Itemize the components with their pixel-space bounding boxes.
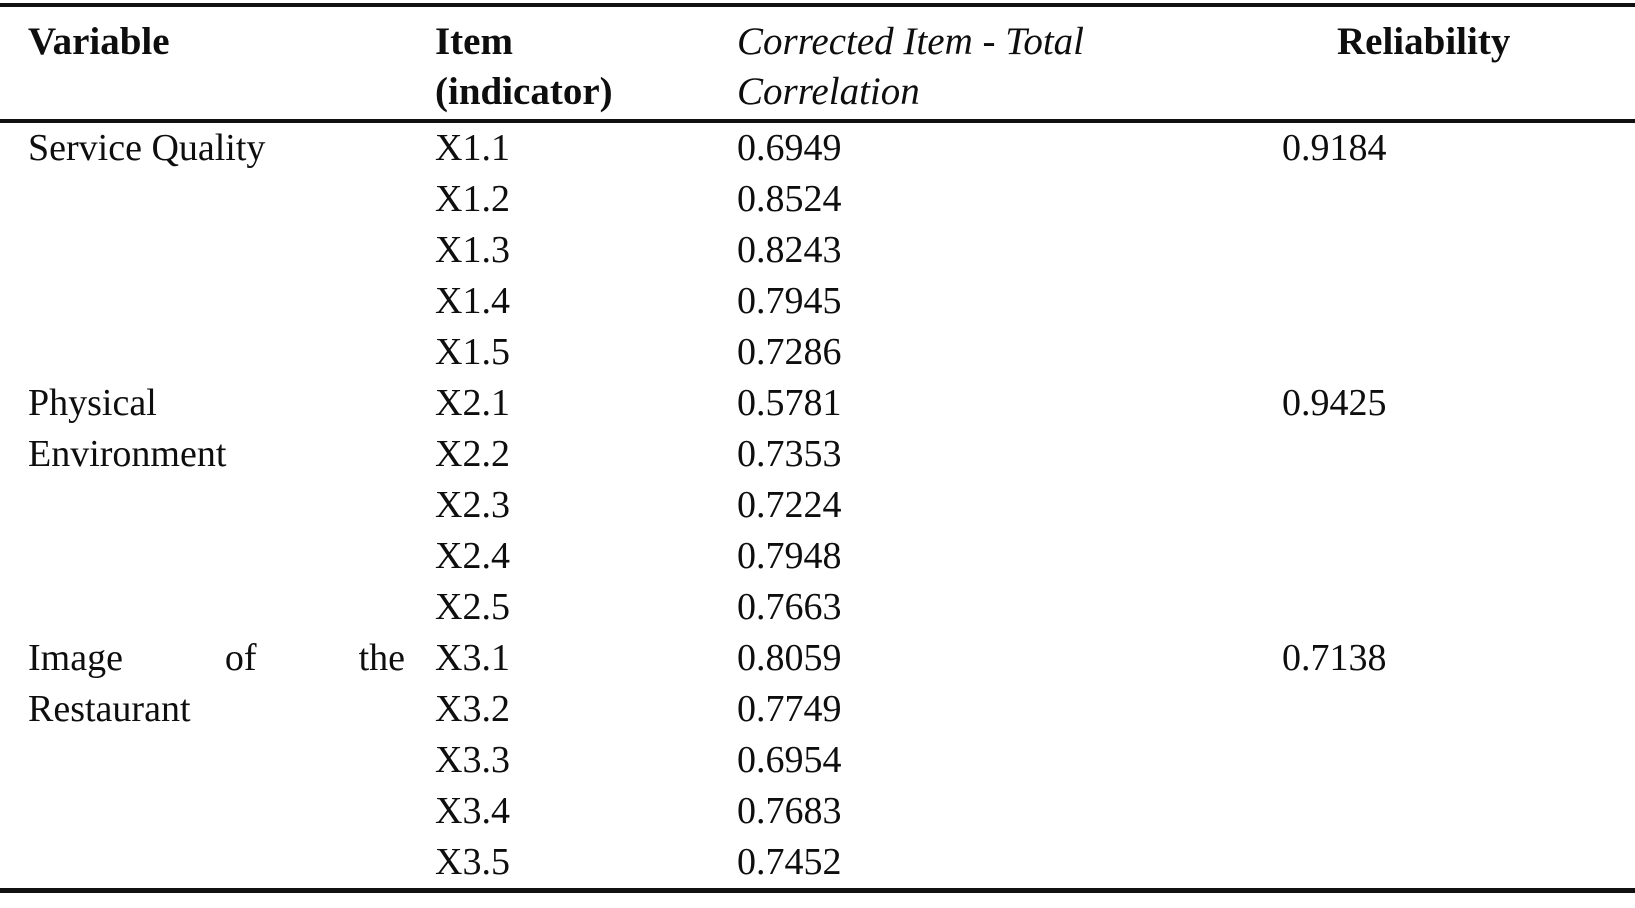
item-cell: X2.3 bbox=[435, 484, 510, 526]
variable-cell bbox=[0, 327, 435, 378]
citc-cell: 0.8524 bbox=[737, 178, 842, 220]
citc-cell: 0.8059 bbox=[737, 637, 842, 679]
variable-cell: Image of the bbox=[28, 637, 405, 679]
table-row: Image of the X3.1 0.8059 0.7138 bbox=[0, 633, 1635, 684]
item-cell: X1.3 bbox=[435, 229, 510, 271]
reliability-cell bbox=[1282, 786, 1635, 837]
table-row: X1.4 0.7945 bbox=[0, 276, 1635, 327]
variable-cell bbox=[0, 837, 435, 891]
reliability-cell: 0.7138 bbox=[1282, 637, 1387, 679]
reliability-cell bbox=[1282, 531, 1635, 582]
item-cell: X2.5 bbox=[435, 586, 510, 628]
table-row: Service Quality X1.1 0.6949 0.9184 bbox=[0, 121, 1635, 174]
variable-cell bbox=[0, 786, 435, 837]
item-cell: X3.4 bbox=[435, 790, 510, 832]
item-cell: X3.1 bbox=[435, 637, 510, 679]
citc-cell: 0.7353 bbox=[737, 433, 842, 475]
item-cell: X1.5 bbox=[435, 331, 510, 373]
item-cell: X3.3 bbox=[435, 739, 510, 781]
reliability-cell bbox=[1282, 582, 1635, 633]
variable-cell bbox=[0, 531, 435, 582]
citc-cell: 0.7663 bbox=[737, 586, 842, 628]
citc-cell: 0.7749 bbox=[737, 688, 842, 730]
table-row: X1.5 0.7286 bbox=[0, 327, 1635, 378]
table-body: Service Quality X1.1 0.6949 0.9184 X1.2 … bbox=[0, 121, 1635, 891]
citc-cell: 0.6949 bbox=[737, 127, 842, 169]
col-header-reliability: Reliability bbox=[1282, 5, 1635, 123]
col-header-variable: Variable bbox=[0, 5, 435, 123]
item-cell: X2.1 bbox=[435, 382, 510, 424]
table-row: Physical X2.1 0.5781 0.9425 bbox=[0, 378, 1635, 429]
table-row: X3.5 0.7452 bbox=[0, 837, 1635, 891]
variable-cell: Physical bbox=[28, 382, 157, 424]
table-row: X3.4 0.7683 bbox=[0, 786, 1635, 837]
variable-cell: Restaurant bbox=[28, 688, 191, 730]
variable-cell bbox=[0, 174, 435, 225]
item-cell: X1.1 bbox=[435, 127, 510, 169]
reliability-cell bbox=[1282, 837, 1635, 891]
table-row: X2.5 0.7663 bbox=[0, 582, 1635, 633]
col-header-variable-label: Variable bbox=[28, 20, 170, 63]
variable-cell bbox=[0, 735, 435, 786]
col-header-citc-line1: Corrected Item - Total bbox=[737, 20, 1085, 63]
reliability-cell bbox=[1282, 174, 1635, 225]
col-header-citc-line2: Correlation bbox=[737, 70, 920, 113]
table-row: X2.3 0.7224 bbox=[0, 480, 1635, 531]
table-row: Environment X2.2 0.7353 bbox=[0, 429, 1635, 480]
reliability-cell bbox=[1282, 276, 1635, 327]
variable-cell bbox=[0, 225, 435, 276]
col-header-item-line2: (indicator) bbox=[435, 70, 613, 113]
table-row: Restaurant X3.2 0.7749 bbox=[0, 684, 1635, 735]
table-header: Variable Item (indicator) Corrected Item… bbox=[0, 5, 1635, 123]
table-row: X1.2 0.8524 bbox=[0, 174, 1635, 225]
table-row: X3.3 0.6954 bbox=[0, 735, 1635, 786]
reliability-cell bbox=[1282, 735, 1635, 786]
citc-cell: 0.6954 bbox=[737, 739, 842, 781]
variable-cell bbox=[0, 276, 435, 327]
reliability-analysis-table: Variable Item (indicator) Corrected Item… bbox=[0, 3, 1635, 893]
citc-cell: 0.8243 bbox=[737, 229, 842, 271]
reliability-cell bbox=[1282, 684, 1635, 735]
table-row: X2.4 0.7948 bbox=[0, 531, 1635, 582]
reliability-cell: 0.9425 bbox=[1282, 382, 1387, 424]
citc-cell: 0.7286 bbox=[737, 331, 842, 373]
citc-cell: 0.7224 bbox=[737, 484, 842, 526]
item-cell: X1.2 bbox=[435, 178, 510, 220]
variable-cell bbox=[0, 480, 435, 531]
citc-cell: 0.7683 bbox=[737, 790, 842, 832]
col-header-reliability-label: Reliability bbox=[1337, 20, 1511, 63]
item-cell: X2.4 bbox=[435, 535, 510, 577]
col-header-corrected-item-total-correlation: Corrected Item - Total Correlation bbox=[725, 5, 1282, 123]
variable-cell bbox=[0, 582, 435, 633]
table-row: X1.3 0.8243 bbox=[0, 225, 1635, 276]
variable-cell: Environment bbox=[28, 433, 227, 475]
citc-cell: 0.7948 bbox=[737, 535, 842, 577]
reliability-cell bbox=[1282, 480, 1635, 531]
col-header-item: Item (indicator) bbox=[435, 5, 725, 123]
reliability-cell bbox=[1282, 429, 1635, 480]
reliability-cell bbox=[1282, 327, 1635, 378]
citc-cell: 0.7452 bbox=[737, 841, 842, 883]
header-row: Variable Item (indicator) Corrected Item… bbox=[0, 5, 1635, 123]
variable-cell: Service Quality bbox=[28, 127, 266, 169]
item-cell: X3.2 bbox=[435, 688, 510, 730]
item-cell: X3.5 bbox=[435, 841, 510, 883]
item-cell: X2.2 bbox=[435, 433, 510, 475]
citc-cell: 0.5781 bbox=[737, 382, 842, 424]
item-cell: X1.4 bbox=[435, 280, 510, 322]
reliability-cell bbox=[1282, 225, 1635, 276]
citc-cell: 0.7945 bbox=[737, 280, 842, 322]
col-header-item-line1: Item bbox=[435, 20, 513, 63]
reliability-cell: 0.9184 bbox=[1282, 127, 1387, 169]
